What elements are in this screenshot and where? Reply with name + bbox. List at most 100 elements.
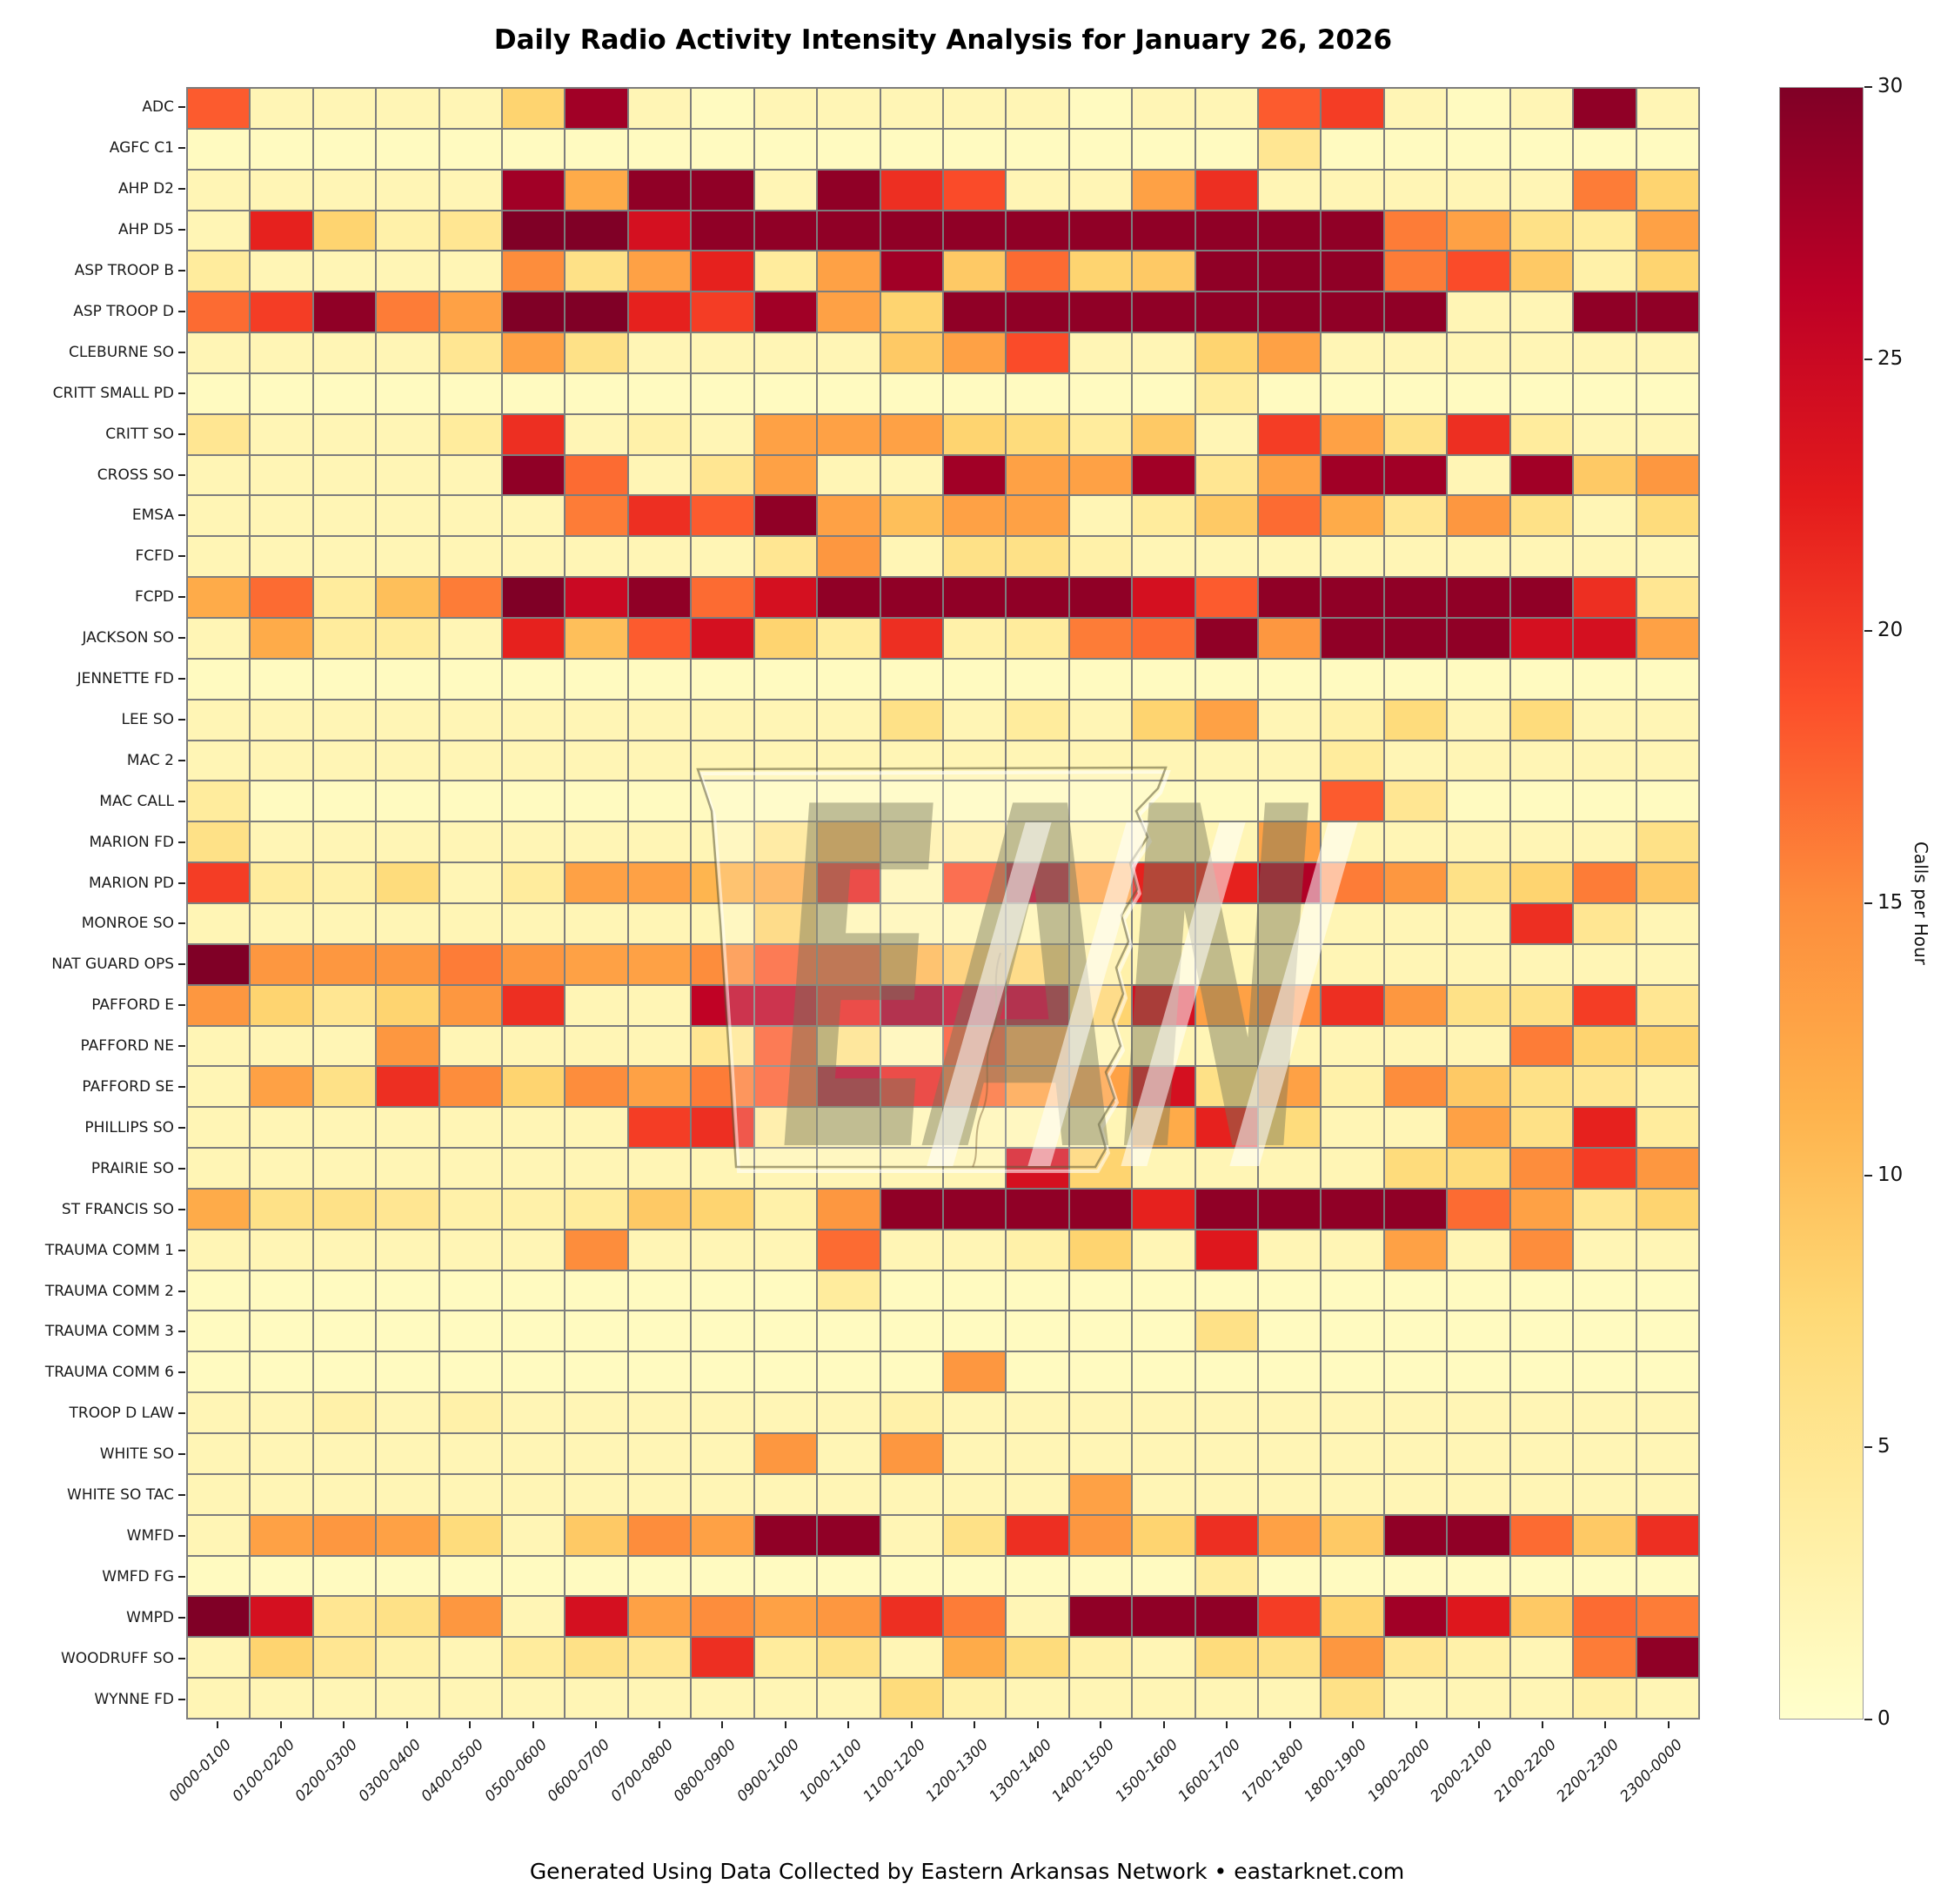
heatmap-cell [1322,537,1383,577]
heatmap-cell [1636,89,1698,128]
heatmap-cell [313,1393,376,1433]
heatmap-cell [503,1026,565,1066]
row-label: CLEBURNE SO [68,343,174,361]
heatmap-cell [943,1393,1006,1433]
colorbar-tick-label: 20 [1877,619,1904,642]
heatmap-cell [1510,863,1573,902]
heatmap-cell [188,1311,250,1351]
y-tick [178,678,185,680]
heatmap-cell [313,781,376,821]
heatmap-cell [1448,89,1509,128]
heatmap-cell [818,1515,880,1555]
heatmap-cell [565,1108,627,1148]
heatmap-cell [377,741,438,781]
heatmap-cell [439,1556,502,1596]
heatmap-cell [439,700,502,740]
row-label: TRAUMA COMM 6 [44,1364,174,1382]
heatmap-cell [1636,373,1698,413]
heatmap-cell [943,251,1006,292]
heatmap-cell [377,1638,438,1678]
heatmap-cell [1636,1149,1698,1188]
heatmap-cell [1259,903,1321,943]
heatmap-cell [628,1067,691,1107]
heatmap-cell [1133,1638,1195,1678]
heatmap-cell [1007,1026,1068,1066]
heatmap-cell [1448,251,1509,292]
heatmap-cell [754,1434,817,1473]
heatmap-cell [1636,414,1698,454]
heatmap-cell [754,211,817,251]
heatmap-cell [628,1352,691,1392]
heatmap-cell [313,1597,376,1637]
heatmap-cell [1510,170,1573,210]
heatmap-cell [628,903,691,943]
heatmap-cell [1195,496,1258,536]
heatmap-cell [377,1393,438,1433]
y-tick [178,555,185,558]
heatmap-cell [628,1149,691,1188]
heatmap-cell [692,1108,753,1148]
heatmap-cell [1448,944,1509,984]
heatmap-cell [1069,455,1132,495]
heatmap-cell [692,1597,753,1637]
heatmap-cell [1069,619,1132,658]
heatmap-cell [1195,1597,1258,1637]
row-label: PAFFORD E [91,996,174,1015]
heatmap-cell [1574,619,1636,658]
heatmap-cell [1069,211,1132,251]
y-tick [178,1290,185,1292]
heatmap-cell [439,1474,502,1514]
heatmap-cell [818,1679,880,1718]
heatmap-cell [565,1597,627,1637]
heatmap-cell [1636,1270,1698,1311]
heatmap-cell [565,537,627,577]
heatmap-cell [251,903,312,943]
heatmap-cell [1195,619,1258,658]
x-tick [1667,1721,1670,1728]
heatmap-cell [1007,1638,1068,1678]
heatmap-cell [565,89,627,128]
heatmap-cell [1007,170,1068,210]
heatmap-cell [565,170,627,210]
heatmap-cell [251,1311,312,1351]
row-label: WMPD [126,1608,174,1626]
heatmap-cell [628,1026,691,1066]
y-tick [178,922,185,925]
heatmap-cell [251,1108,312,1148]
heatmap-cell [377,1679,438,1718]
x-tick [279,1721,282,1728]
heatmap-cell [1322,1230,1383,1270]
heatmap-cell [818,1149,880,1188]
heatmap-cell [1510,903,1573,943]
heatmap-cell [1448,1189,1509,1229]
y-tick [178,1657,185,1659]
heatmap-cell [1069,1434,1132,1473]
heatmap-cell [503,292,565,332]
heatmap-cell [818,496,880,536]
y-tick [178,1249,185,1251]
heatmap-cell [251,1352,312,1392]
heatmap-cell [1636,822,1698,862]
heatmap-cell [1448,1270,1509,1311]
heatmap-cell [1510,1352,1573,1392]
heatmap-cell [1574,741,1636,781]
heatmap-cell [1636,903,1698,943]
heatmap-cell [1195,170,1258,210]
heatmap-cell [188,700,250,740]
heatmap-cell [1448,292,1509,332]
heatmap-cell [1069,129,1132,169]
heatmap-cell [251,455,312,495]
heatmap-cell [1322,1393,1383,1433]
heatmap-cell [1384,659,1447,699]
heatmap-cell [1636,659,1698,699]
heatmap-cell [1007,1311,1068,1351]
heatmap-cell [1069,1352,1132,1392]
y-tick [178,473,185,476]
heatmap-cell [1007,129,1068,169]
row-label: PAFFORD NE [80,1037,175,1056]
y-tick [178,432,185,435]
x-tick [405,1721,408,1728]
heatmap-cell [880,1393,942,1433]
heatmap-cell [251,619,312,658]
heatmap-cell [188,619,250,658]
